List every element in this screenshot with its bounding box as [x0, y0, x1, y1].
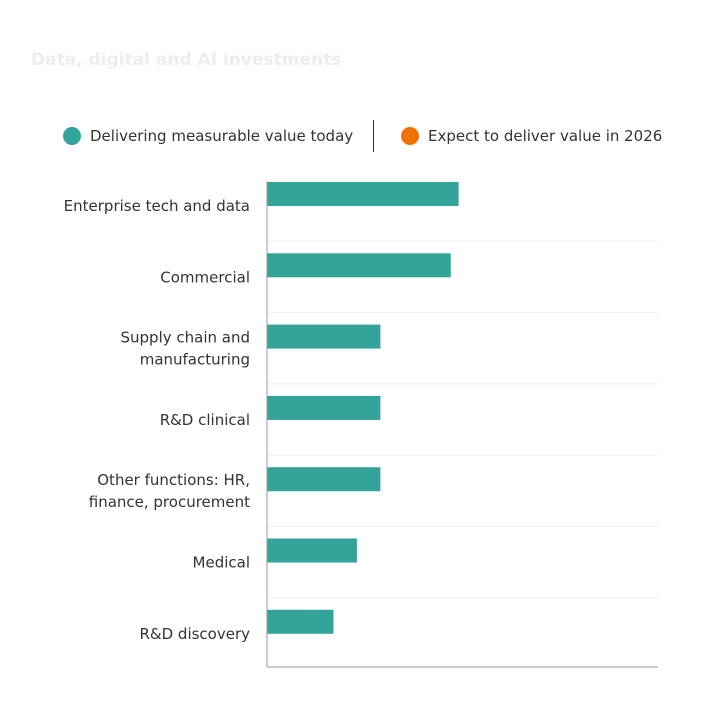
legend-divider [373, 120, 374, 152]
legend-dot-icon [401, 127, 419, 145]
bar [267, 395, 381, 420]
bar [267, 182, 459, 206]
category-label: Medical [193, 554, 250, 572]
bar [267, 538, 357, 563]
legend: Delivering measurable value today Expect… [0, 120, 720, 152]
bar [267, 324, 381, 349]
category-label: R&D discovery [139, 625, 250, 643]
bar [267, 609, 334, 634]
category-label: Other functions: HR, finance, procurement [89, 471, 250, 511]
category-label: Supply chain and manufacturing [121, 329, 251, 369]
legend-dot-icon [63, 127, 81, 145]
chart-title: Data, digital and AI investments [31, 50, 342, 70]
legend-item-2026[interactable]: Expect to deliver value in 2026 [401, 127, 662, 145]
category-label: Commercial [160, 268, 250, 286]
bar [267, 467, 381, 492]
category-label: Enterprise tech and data [64, 197, 250, 215]
bar [267, 253, 451, 278]
legend-label: Delivering measurable value today [90, 127, 354, 145]
category-label: R&D clinical [160, 411, 250, 429]
legend-item-today[interactable]: Delivering measurable value today [63, 127, 353, 145]
legend-label: Expect to deliver value in 2026 [428, 127, 663, 145]
